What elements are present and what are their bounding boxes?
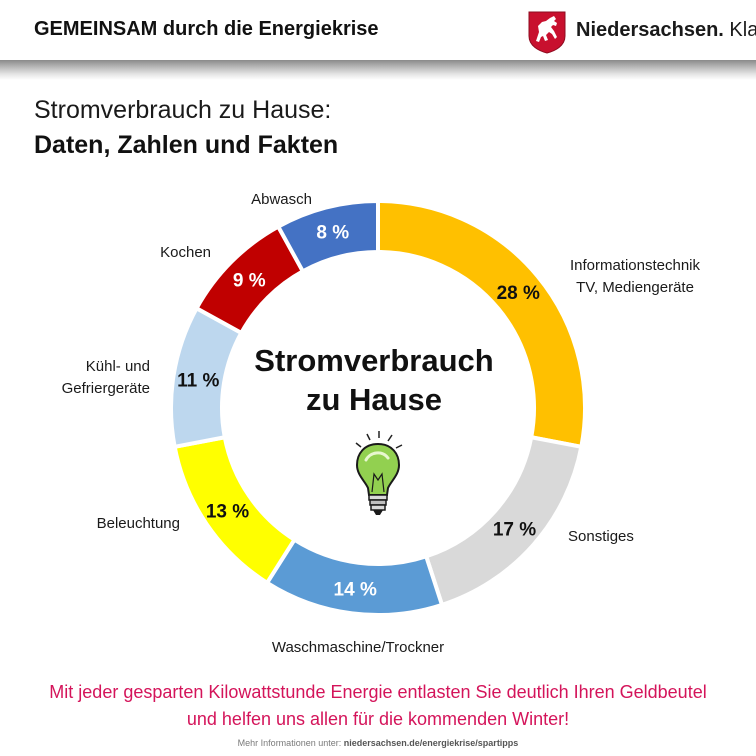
- brand-name: Niedersachsen.: [576, 19, 724, 41]
- slice-category-label: Abwasch: [251, 191, 312, 208]
- slice-category-label-line: Waschmaschine/Trockner: [272, 639, 444, 656]
- slice-category-label: Informationstechnik TV, Mediengeräte: [570, 257, 701, 296]
- slice-category-label: Kochen: [160, 244, 211, 261]
- slice-value-label: 17 %: [493, 519, 536, 540]
- slice-category-label: Kühl- und Gefriergeräte: [62, 358, 150, 397]
- slice-category-label: Waschmaschine/Trockner: [272, 639, 444, 656]
- light-bulb-icon: [355, 431, 403, 515]
- chart-center: Stromverbrauch zu Hause: [253, 342, 495, 515]
- page-title: Stromverbrauch zu Hause:: [34, 96, 332, 124]
- niedersachsen-horse-logo-icon: [528, 11, 566, 54]
- slice-value-label: 8 %: [316, 223, 349, 244]
- slice-value-label: 14 %: [334, 580, 377, 601]
- brand-claim: Klar.: [729, 19, 756, 41]
- header-shadow: [0, 60, 756, 80]
- footer-info-prefix: Mehr Informationen unter:: [237, 738, 344, 748]
- chart-value-labels: 28 % 17 % 14 % 13 % 11 % 9 % 8 %: [177, 223, 540, 601]
- slice-category-label-line: Beleuchtung: [97, 515, 180, 532]
- slice-category-label-line: Sonstiges: [568, 528, 634, 545]
- header-bar: GEMEINSAM durch die Energiekrise Nieders…: [0, 0, 756, 62]
- donut-slice: [264, 536, 445, 617]
- footer-info: Mehr Informationen unter: niedersachsen.…: [0, 738, 756, 748]
- slice-category-label-line: Kühl- und: [86, 358, 150, 375]
- donut-slice: [275, 198, 380, 275]
- chart-slices: [169, 198, 587, 617]
- footer-info-link[interactable]: niedersachsen.de/energiekrise/spartipps: [343, 738, 519, 748]
- slice-value-label: 11 %: [177, 371, 219, 392]
- slice-category-label-line: TV, Mediengeräte: [576, 279, 694, 296]
- slice-value-label: 13 %: [206, 501, 249, 522]
- slice-category-label-line: Gefriergeräte: [62, 380, 150, 397]
- slice-category-label-line: Kochen: [160, 244, 211, 261]
- footer-message: Mit jeder gesparten Kilowattstunde Energ…: [49, 682, 707, 729]
- slice-value-label: 9 %: [233, 270, 266, 291]
- center-label-line2: zu Hause: [306, 382, 442, 417]
- slice-value-label: 28 %: [497, 283, 540, 304]
- brand-wordmark: Niedersachsen. Klar.: [576, 19, 756, 42]
- slice-category-label-line: Informationstechnik: [570, 257, 701, 274]
- slice-category-label: Sonstiges: [568, 528, 634, 545]
- slice-category-label-line: Abwasch: [251, 191, 312, 208]
- campaign-title: GEMEINSAM durch die Energiekrise: [34, 18, 379, 40]
- slice-category-label: Beleuchtung: [97, 515, 180, 532]
- center-label-line1: Stromverbrauch: [254, 343, 493, 378]
- chart-category-labels: Informationstechnik TV, Mediengeräte Sonst…: [62, 191, 701, 656]
- page-subtitle: Daten, Zahlen und Fakten: [34, 131, 339, 159]
